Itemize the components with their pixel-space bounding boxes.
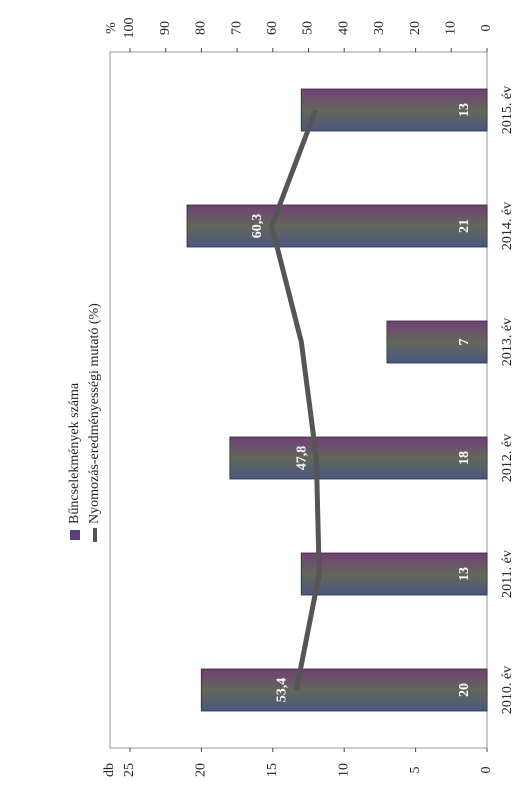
y-tick-label: 15 <box>265 763 280 777</box>
bar-value-label: 13 <box>457 103 472 117</box>
legend-label: Bűncselekmények száma <box>67 382 82 524</box>
y2-tick-label: 30 <box>372 21 387 35</box>
x-tick-label: 2010. év <box>500 666 515 714</box>
bar-value-label: 13 <box>457 567 472 581</box>
y2-tick-label: 50 <box>301 21 316 35</box>
bar-value-label: 20 <box>457 683 472 697</box>
y2-tick-label: 90 <box>158 21 173 35</box>
line-value-label: 47,8 <box>295 446 310 471</box>
y2-tick-label: 80 <box>194 21 209 35</box>
y-tick-label: 25 <box>122 763 137 777</box>
legend-swatch <box>70 530 80 540</box>
line-value-label: 60,3 <box>250 214 265 239</box>
y2-tick-label: 60 <box>265 21 280 35</box>
x-tick-label: 2015. év <box>500 86 515 134</box>
x-tick-label: 2011. év <box>500 550 515 598</box>
y2-tick-label: 40 <box>336 21 351 35</box>
bar-sheen <box>187 205 487 247</box>
y2-tick-label: 0 <box>479 25 494 32</box>
y2-tick-label: 20 <box>408 21 423 35</box>
y2-tick-label: 100 <box>122 18 137 39</box>
x-tick-label: 2014. év <box>500 202 515 250</box>
bar-sheen <box>301 89 487 131</box>
y-tick-label: 0 <box>479 767 494 774</box>
y2-tick-label: 10 <box>444 21 459 35</box>
y2-axis-label: % <box>104 22 119 34</box>
bar-sheen <box>387 321 488 363</box>
legend-label: Nyomozás-eredményességi mutató (%) <box>87 303 102 524</box>
bar-value-label: 21 <box>457 219 472 233</box>
bar-sheen <box>301 553 487 595</box>
y-tick-label: 20 <box>194 763 209 777</box>
y-axis-label: db <box>102 763 117 777</box>
rotated-chart: db % 05101520250102030405060708090100201… <box>67 18 515 778</box>
bar-sheen <box>201 669 487 711</box>
line-value-label: 53,4 <box>275 678 290 703</box>
y-tick-label: 5 <box>408 767 423 774</box>
bar-value-label: 18 <box>457 451 472 465</box>
bar-sheen <box>229 437 488 479</box>
y2-tick-label: 70 <box>229 21 244 35</box>
y-tick-label: 10 <box>336 763 351 777</box>
x-tick-label: 2013. év <box>500 318 515 366</box>
bar-value-label: 7 <box>457 339 472 346</box>
x-tick-label: 2012. év <box>500 434 515 482</box>
line <box>269 109 322 691</box>
plot-frame <box>109 51 488 749</box>
